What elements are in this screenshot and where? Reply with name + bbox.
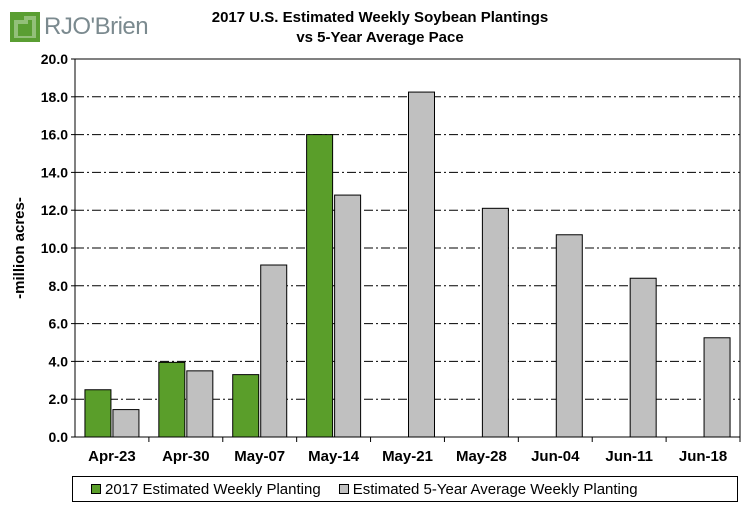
x-tick-label: Jun-18 xyxy=(679,448,727,465)
x-tick-label: Apr-30 xyxy=(162,448,210,465)
x-tick-label: May-28 xyxy=(456,448,507,465)
legend: 2017 Estimated Weekly Planting Estimated… xyxy=(72,476,738,502)
x-tick-label: May-21 xyxy=(382,448,433,465)
bar-5yr-avg-jun-04 xyxy=(555,234,583,438)
x-tick-label: May-07 xyxy=(234,448,285,465)
chart-title: 2017 U.S. Estimated Weekly Soybean Plant… xyxy=(211,9,549,26)
y-tick-labels: 0.0 2.0 4.0 6.0 8.0 10.0 12.0 14.0 16.0 18.0 20.0 xyxy=(41,51,75,445)
x-tick-label: May-14 xyxy=(308,448,360,465)
y-tick-label: 4.0 xyxy=(49,353,69,369)
bar-2017-may-14 xyxy=(306,134,334,438)
bar-2017-apr-30 xyxy=(158,361,186,438)
bar-2017-apr-23 xyxy=(84,389,112,438)
y-axis-label: -million acres- xyxy=(11,197,28,299)
legend-label-5yr-average: Estimated 5-Year Average Weekly Planting xyxy=(352,480,638,498)
bar-5yr-avg-may-14 xyxy=(334,194,362,438)
bar-5yr-avg-jun-11 xyxy=(629,277,657,438)
x-tick-labels: Apr-23 Apr-30 May-07 May-14 May-21 May-28 Jun-… xyxy=(88,437,741,465)
y-tick-label: 18.0 xyxy=(41,89,68,105)
logo-text: RJO'Brien xyxy=(44,13,149,40)
bar-5yr-avg-may-21 xyxy=(408,91,435,438)
legend-item-2017: 2017 Estimated Weekly Planting xyxy=(91,481,321,498)
y-tick-label: 8.0 xyxy=(49,278,69,294)
bar-5yr-avg-may-07 xyxy=(260,264,288,438)
y-tick-label: 14.0 xyxy=(41,164,68,180)
x-tick-label: Jun-04 xyxy=(531,448,580,465)
legend-item-5yr-average: Estimated 5-Year Average Weekly Planting xyxy=(338,480,638,498)
company-logo: RJO'Brien xyxy=(10,10,160,44)
x-tick-label: Apr-23 xyxy=(88,448,136,465)
y-tick-label: 12.0 xyxy=(41,202,68,218)
bar-5yr-avg-apr-23 xyxy=(112,409,140,438)
bar-2017-may-07 xyxy=(232,374,260,438)
y-tick-label: 20.0 xyxy=(41,51,68,67)
y-tick-label: 16.0 xyxy=(41,127,68,143)
bar-5yr-avg-jun-18 xyxy=(703,337,731,438)
logo-mark-icon xyxy=(10,12,40,42)
bars xyxy=(84,91,731,438)
bar-5yr-avg-may-28 xyxy=(481,207,509,438)
legend-label-2017: 2017 Estimated Weekly Planting xyxy=(105,480,321,498)
y-tick-label: 2.0 xyxy=(49,391,69,407)
gridlines xyxy=(75,96,740,400)
bar-chart: 0.02.04.06.08.010.012.014.016.018.020.0 … xyxy=(11,51,741,465)
y-tick-label: 0.0 xyxy=(49,429,69,445)
x-tick-label: Jun-11 xyxy=(605,448,653,465)
legend-swatch-2017 xyxy=(91,484,101,494)
legend-swatch-5yr-average xyxy=(338,484,349,494)
y-tick-label: 10.0 xyxy=(41,240,68,256)
chart-subtitle: vs 5-Year Average Pace xyxy=(296,29,464,46)
y-tick-label: 6.0 xyxy=(49,316,69,332)
bar-5yr-avg-apr-30 xyxy=(186,370,214,438)
